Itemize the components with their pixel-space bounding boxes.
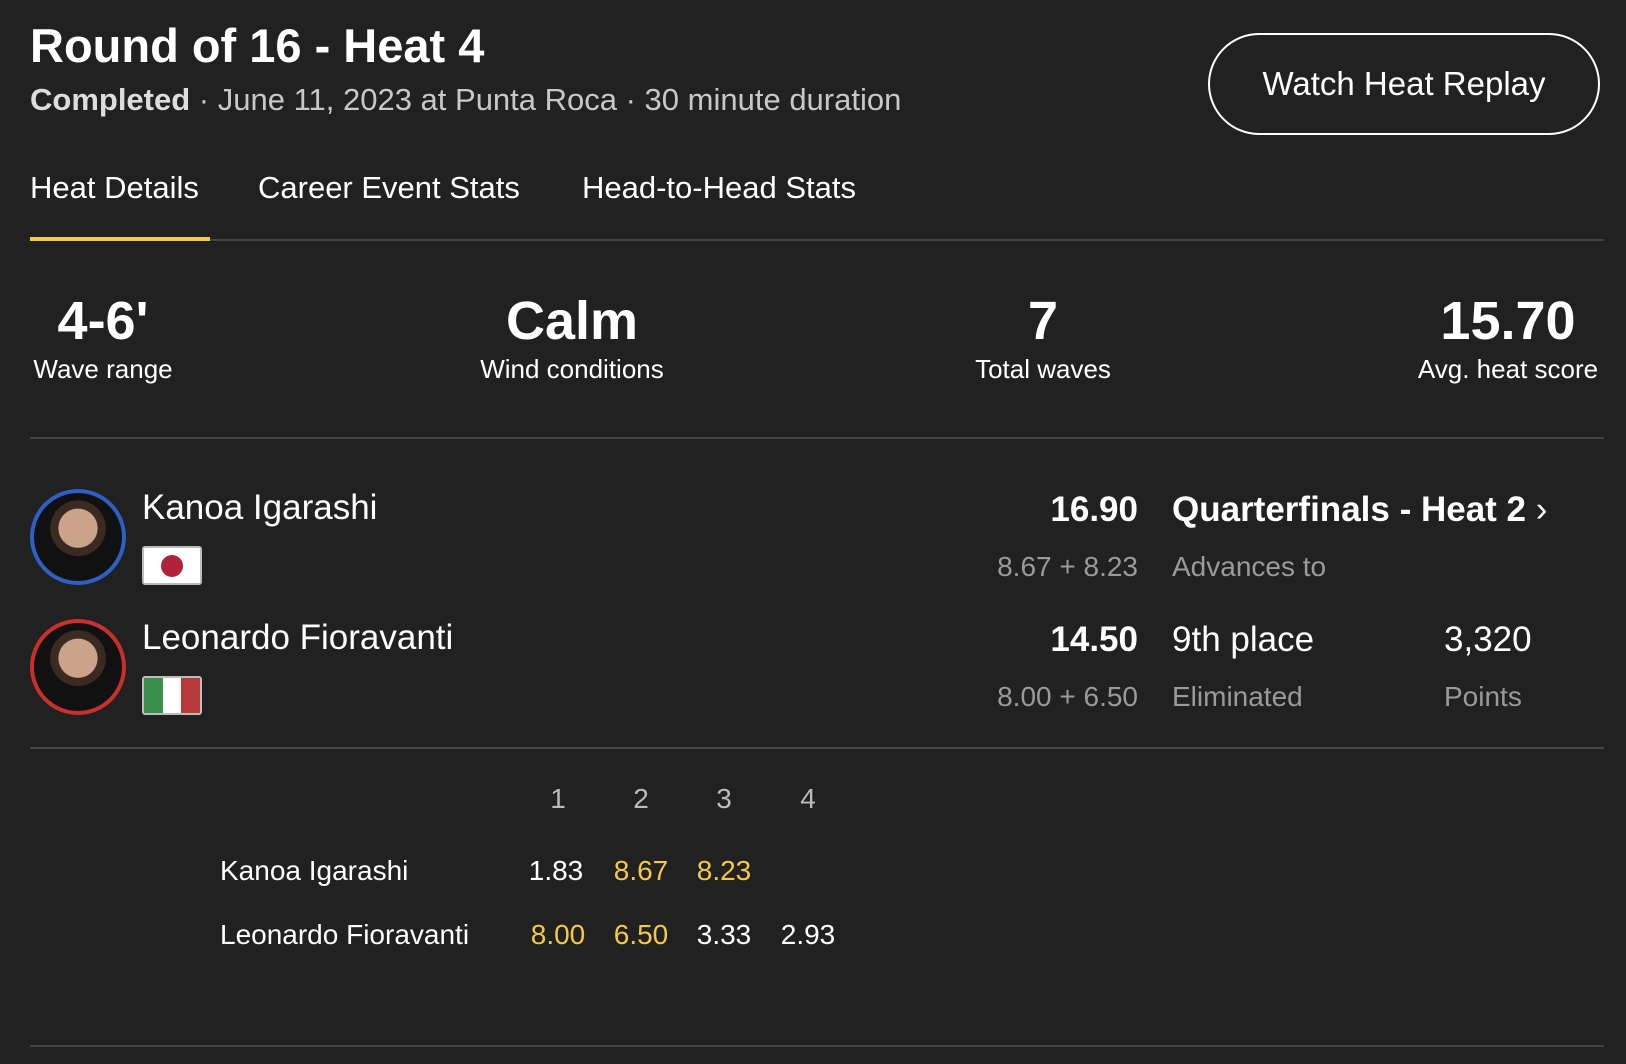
stat-wind: Calm Wind conditions bbox=[470, 290, 674, 385]
wave-score-counted: 8.23 bbox=[696, 855, 752, 886]
divider bbox=[30, 1045, 1604, 1047]
stat-value: Calm bbox=[505, 291, 639, 351]
stat-value: 15.70 bbox=[1440, 291, 1576, 351]
athlete-name[interactable]: Kanoa Igarashi bbox=[142, 488, 378, 527]
wave-score-counted: 6.50 bbox=[613, 919, 669, 950]
result-subtitle: Eliminated bbox=[1172, 681, 1303, 712]
stat-label: Avg. heat score bbox=[1417, 354, 1599, 384]
stat-avg-score: 15.70 Avg. heat score bbox=[1412, 290, 1604, 385]
stat-label: Total waves bbox=[975, 354, 1111, 384]
result-subtitle: Advances to bbox=[1172, 551, 1327, 582]
divider bbox=[30, 747, 1604, 749]
stat-label: Wind conditions bbox=[480, 354, 664, 384]
heat-total: 16.90 bbox=[1050, 490, 1138, 529]
column-header: 3 bbox=[716, 783, 732, 814]
points-label: Points bbox=[1444, 681, 1522, 712]
athlete-name[interactable]: Leonardo Fioravanti bbox=[142, 618, 454, 657]
column-header: 1 bbox=[550, 783, 566, 814]
active-tab-indicator bbox=[30, 237, 210, 241]
row-athlete-name: Kanoa Igarashi bbox=[220, 855, 409, 886]
divider bbox=[30, 437, 1604, 439]
wave-score: 2.93 bbox=[780, 919, 836, 950]
wave-score: 3.33 bbox=[696, 919, 752, 950]
heat-details: · June 11, 2023 at Punta Roca · 30 minut… bbox=[190, 82, 902, 117]
japan-flag-icon bbox=[142, 546, 202, 585]
next-heat-label: Quarterfinals - Heat 2 bbox=[1172, 490, 1526, 529]
final-placing: 9th place bbox=[1172, 620, 1315, 659]
status-label: Completed bbox=[30, 82, 191, 117]
wave-score-counted: 8.67 bbox=[613, 855, 669, 886]
stat-value: 7 bbox=[1027, 291, 1059, 351]
next-heat-link[interactable]: Quarterfinals - Heat 2 › bbox=[1172, 490, 1547, 530]
page-title: Round of 16 - Heat 4 bbox=[30, 19, 485, 72]
tab-heat-details[interactable]: Heat Details bbox=[30, 170, 199, 205]
stat-total-waves: 7 Total waves bbox=[968, 290, 1118, 385]
column-header: 2 bbox=[633, 783, 649, 814]
tabs-divider bbox=[30, 239, 1604, 241]
heat-total: 14.50 bbox=[1050, 620, 1138, 659]
tab-head-to-head-stats[interactable]: Head-to-Head Stats bbox=[582, 170, 856, 205]
heat-subtitle: Completed · June 11, 2023 at Punta Roca … bbox=[30, 82, 901, 118]
italy-flag-icon bbox=[142, 676, 202, 715]
row-athlete-name: Leonardo Fioravanti bbox=[220, 919, 470, 950]
points-value: 3,320 bbox=[1444, 620, 1532, 659]
stat-label: Wave range bbox=[33, 354, 173, 384]
stat-wave-range: 4-6' Wave range bbox=[30, 290, 176, 385]
avatar bbox=[30, 619, 126, 715]
column-header: 4 bbox=[800, 783, 816, 814]
score-breakdown: 8.00 + 6.50 bbox=[997, 681, 1138, 712]
stat-value: 4-6' bbox=[57, 291, 149, 351]
chevron-right-icon: › bbox=[1535, 490, 1548, 529]
avatar bbox=[30, 489, 126, 585]
tab-career-event-stats[interactable]: Career Event Stats bbox=[258, 170, 520, 205]
wave-score: 1.83 bbox=[528, 855, 584, 886]
score-breakdown: 8.67 + 8.23 bbox=[997, 551, 1138, 582]
watch-replay-button[interactable]: Watch Heat Replay bbox=[1208, 33, 1600, 135]
wave-score-counted: 8.00 bbox=[530, 919, 586, 950]
